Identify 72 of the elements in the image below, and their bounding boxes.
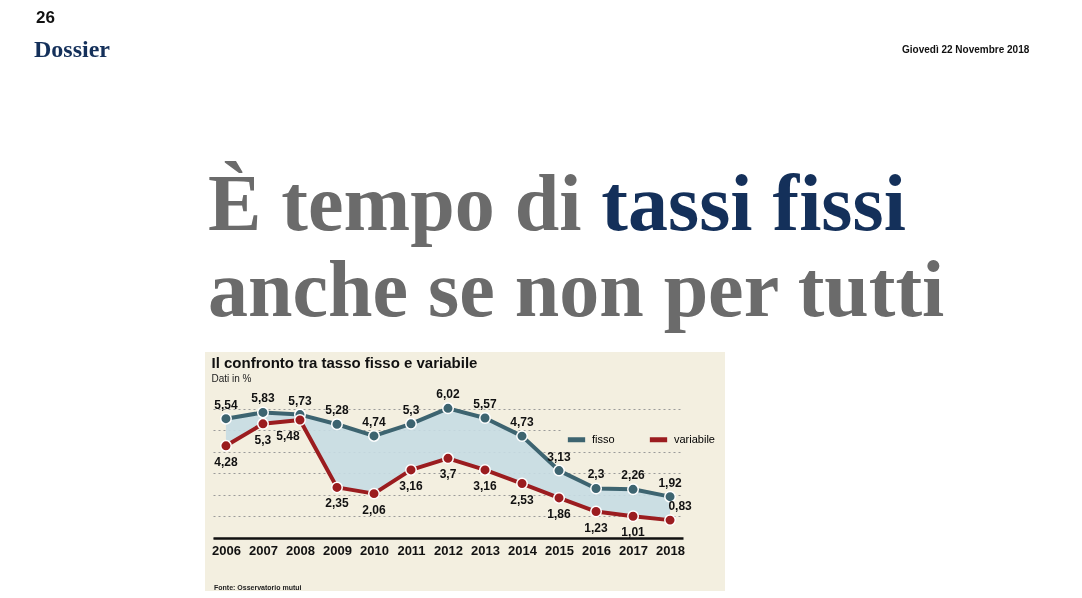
point (256, 406, 269, 419)
x-tick-label: 2011 (397, 542, 426, 558)
data-label: 2,53 (510, 492, 535, 507)
data-label: 5,48 (276, 428, 300, 443)
data-label: 4,28 (214, 454, 238, 469)
data-label: 1,86 (547, 506, 572, 521)
point (442, 402, 454, 415)
data-label: 0,83 (668, 499, 693, 514)
x-tick-label: 2008 (286, 542, 315, 558)
point (219, 412, 232, 425)
chart-subtitle: Dati in % (211, 373, 252, 385)
point (664, 490, 677, 503)
x-tick-label: 2014 (508, 542, 538, 558)
point (367, 429, 380, 442)
data-label: 5,54 (214, 397, 238, 412)
chart-title: Il confronto tra tasso fisso e variabile (211, 354, 478, 372)
point (590, 482, 603, 495)
x-tick-label: 2018 (656, 542, 686, 558)
text: Giovedì 22 Novembre 2018 (902, 44, 1030, 55)
x-tick-label: 2010 (360, 542, 389, 558)
data-label: 2,35 (325, 496, 349, 511)
point (479, 412, 491, 425)
data-label: 2,06 (362, 502, 386, 517)
x-tick-label: 2012 (434, 542, 463, 558)
point (664, 514, 677, 527)
data-label: 5,83 (251, 391, 275, 406)
point (516, 477, 529, 490)
legend-label: fisso (592, 432, 615, 445)
point (553, 464, 566, 477)
point (256, 417, 269, 430)
x-tick-label: 2015 (545, 542, 574, 558)
point (627, 483, 640, 496)
text: 26 (36, 8, 55, 28)
x-tick-label: 2016 (582, 542, 611, 558)
data-label: 3,7 (439, 467, 457, 482)
point (367, 487, 380, 500)
data-label: 5,73 (288, 393, 312, 408)
point (516, 430, 529, 443)
data-label: 3,13 (547, 449, 572, 464)
point (293, 413, 306, 426)
data-label: 1,92 (658, 475, 683, 490)
data-label: 3,16 (473, 478, 498, 493)
point (219, 439, 232, 452)
data-label: 5,3 (402, 402, 420, 417)
point (479, 463, 491, 476)
data-label: 1,01 (621, 525, 646, 540)
x-tick-label: 2006 (211, 542, 241, 558)
legend-label: variabile (674, 432, 715, 445)
point (590, 505, 603, 518)
data-label: 1,23 (584, 520, 609, 535)
data-label: 5,28 (325, 403, 349, 418)
data-label: 5,57 (473, 397, 498, 412)
data-label: 2,26 (621, 468, 646, 483)
data-label: 3,16 (399, 478, 423, 493)
text: Dossier (34, 36, 110, 63)
point (405, 463, 417, 476)
point (553, 491, 566, 504)
point (405, 417, 417, 430)
text: È tempo di tassi fissi anche se non per tutti (208, 159, 945, 333)
data-label: 4,73 (510, 415, 535, 430)
data-label: 6,02 (436, 387, 460, 402)
point (442, 452, 454, 465)
x-tick-label: 2007 (249, 542, 278, 558)
x-tick-label: 2009 (323, 542, 352, 558)
point (627, 510, 640, 523)
point (330, 481, 343, 494)
x-tick-label: 2013 (471, 542, 500, 558)
data-label: 2,3 (587, 467, 605, 482)
x-tick-label: 2017 (619, 542, 648, 558)
data-label: 4,74 (362, 414, 386, 429)
point (330, 418, 343, 431)
data-label: 5,3 (254, 432, 272, 447)
